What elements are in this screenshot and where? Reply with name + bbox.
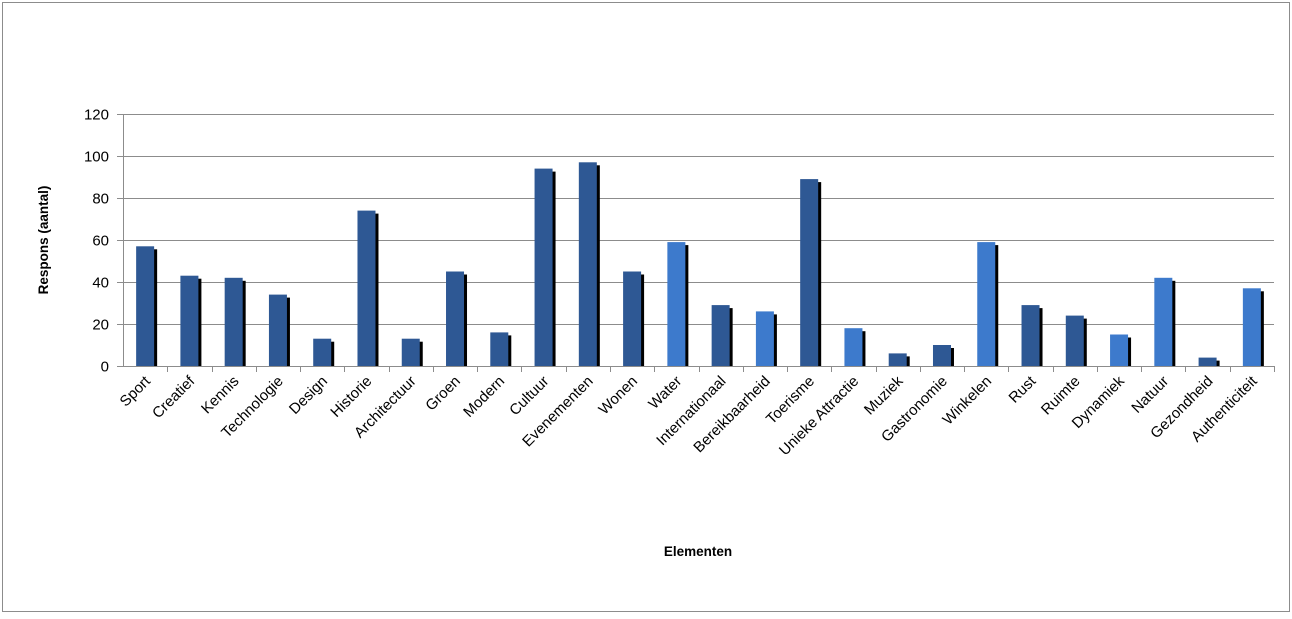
bar-sport	[136, 246, 155, 366]
bar-wonen	[623, 271, 642, 366]
bar-architectuur	[401, 338, 420, 366]
bar-rust	[1021, 305, 1040, 366]
x-axis-title: Elementen	[664, 544, 732, 559]
bar-gezondheid	[1198, 357, 1217, 366]
y-tick-label: 20	[92, 317, 109, 334]
axes	[117, 114, 1275, 372]
bar-muziek	[888, 353, 907, 366]
bar-modern	[490, 332, 509, 366]
bar-unieke-attractie	[844, 328, 863, 366]
y-tick-label: 40	[92, 275, 109, 292]
bar-creatief	[180, 275, 199, 366]
bar-internationaal	[711, 305, 730, 366]
bars	[136, 162, 1264, 366]
bar-groen	[446, 271, 465, 366]
bar-bereikbaarheid	[755, 311, 774, 366]
bar-evenementen	[578, 162, 597, 366]
y-tick-labels: 0 20 40 60 80 100 120	[84, 107, 109, 376]
y-tick-label: 80	[92, 191, 109, 208]
bar-historie	[357, 210, 376, 366]
bar-authenticiteit	[1242, 288, 1261, 366]
bar-ruimte	[1065, 315, 1084, 366]
bar-water	[667, 242, 686, 366]
bar-kennis	[224, 277, 243, 366]
bar-design	[313, 338, 332, 366]
bar-cultuur	[534, 168, 553, 366]
bar-natuur	[1154, 277, 1173, 366]
bar-winkelen	[977, 242, 996, 366]
bar-technologie	[268, 294, 287, 366]
y-tick-label: 120	[84, 107, 109, 124]
bar-gastronomie	[932, 345, 951, 366]
y-tick-label: 100	[84, 149, 109, 166]
bar-dynamiek	[1110, 334, 1129, 366]
bar-toerisme	[800, 179, 819, 366]
y-tick-label: 60	[92, 233, 109, 250]
y-axis-title: Respons (aantal)	[36, 186, 51, 295]
y-tick-label: 0	[101, 359, 109, 376]
